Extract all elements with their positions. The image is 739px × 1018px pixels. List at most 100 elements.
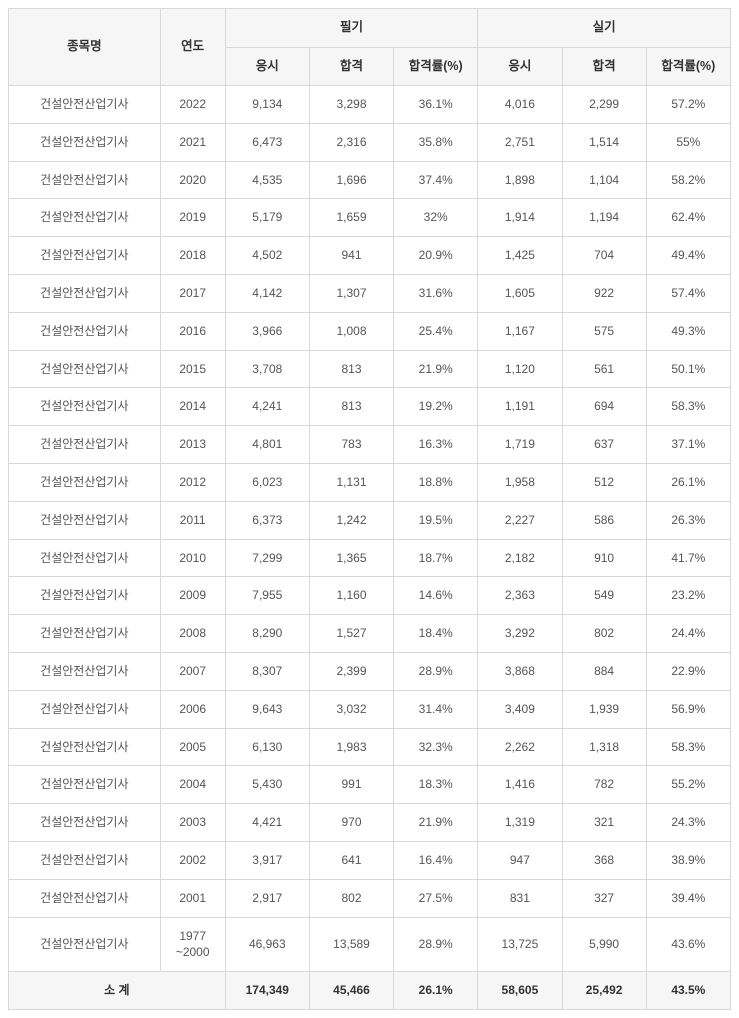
cell-practical-pass: 802 xyxy=(562,615,646,653)
cell-written-rate: 35.8% xyxy=(394,123,478,161)
cell-practical-rate: 58.2% xyxy=(646,161,730,199)
cell-practical-rate: 37.1% xyxy=(646,426,730,464)
cell-written-pass: 1,008 xyxy=(309,312,393,350)
cell-year: 2015 xyxy=(160,350,225,388)
cell-written-applicants: 8,290 xyxy=(225,615,309,653)
cell-year: 2005 xyxy=(160,728,225,766)
cell-practical-rate: 55% xyxy=(646,123,730,161)
cell-practical-pass: 782 xyxy=(562,766,646,804)
cell-practical-rate: 58.3% xyxy=(646,388,730,426)
cell-practical-applicants: 1,898 xyxy=(478,161,562,199)
cell-practical-rate: 38.9% xyxy=(646,841,730,879)
cell-practical-pass: 704 xyxy=(562,237,646,275)
cell-name: 건설안전산업기사 xyxy=(9,312,161,350)
cell-written-applicants: 9,134 xyxy=(225,86,309,124)
cell-name: 건설안전산업기사 xyxy=(9,350,161,388)
cell-practical-applicants: 1,719 xyxy=(478,426,562,464)
stats-table: 종목명 연도 필기 실기 응시 합격 합격률(%) 응시 합격 합격률(%) 건… xyxy=(8,8,731,1010)
table-row: 건설안전산업기사20088,2901,52718.4%3,29280224.4% xyxy=(9,615,731,653)
cell-name: 건설안전산업기사 xyxy=(9,728,161,766)
cell-practical-pass: 1,194 xyxy=(562,199,646,237)
cell-practical-pass: 637 xyxy=(562,426,646,464)
cell-written-applicants: 9,643 xyxy=(225,690,309,728)
table-row: 건설안전산업기사20184,50294120.9%1,42570449.4% xyxy=(9,237,731,275)
table-row: 건설안전산업기사20134,80178316.3%1,71963737.1% xyxy=(9,426,731,464)
cell-year: 2010 xyxy=(160,539,225,577)
cell-name: 건설안전산업기사 xyxy=(9,388,161,426)
table-total-row: 소 계174,34945,46626.1%58,60525,49243.5% xyxy=(9,972,731,1010)
cell-written-rate: 32.3% xyxy=(394,728,478,766)
cell-practical-applicants: 2,262 xyxy=(478,728,562,766)
table-row: 건설안전산업기사20174,1421,30731.6%1,60592257.4% xyxy=(9,274,731,312)
cell-practical-rate: 56.9% xyxy=(646,690,730,728)
cell-written-rate: 18.8% xyxy=(394,463,478,501)
cell-practical-applicants: 1,605 xyxy=(478,274,562,312)
table-row: 건설안전산업기사20216,4732,31635.8%2,7511,51455% xyxy=(9,123,731,161)
table-body: 건설안전산업기사20229,1343,29836.1%4,0162,29957.… xyxy=(9,86,731,1010)
cell-name: 건설안전산업기사 xyxy=(9,917,161,972)
cell-practical-rate: 26.1% xyxy=(646,463,730,501)
cell-written-rate: 36.1% xyxy=(394,86,478,124)
cell-practical-applicants: 1,319 xyxy=(478,804,562,842)
cell-written-applicants: 4,535 xyxy=(225,161,309,199)
cell-year: 2009 xyxy=(160,577,225,615)
cell-name: 건설안전산업기사 xyxy=(9,426,161,464)
cell-name: 건설안전산업기사 xyxy=(9,501,161,539)
cell-year: 2022 xyxy=(160,86,225,124)
cell-year: 2020 xyxy=(160,161,225,199)
table-row: 건설안전산업기사20163,9661,00825.4%1,16757549.3% xyxy=(9,312,731,350)
cell-practical-pass: 1,104 xyxy=(562,161,646,199)
cell-written-pass: 783 xyxy=(309,426,393,464)
cell-practical-applicants: 13,725 xyxy=(478,917,562,972)
cell-written-applicants: 46,963 xyxy=(225,917,309,972)
cell-practical-pass: 549 xyxy=(562,577,646,615)
header-written-rate: 합격률(%) xyxy=(394,47,478,86)
cell-practical-rate: 39.4% xyxy=(646,879,730,917)
cell-name: 건설안전산업기사 xyxy=(9,690,161,728)
header-year: 연도 xyxy=(160,9,225,86)
cell-year: 2002 xyxy=(160,841,225,879)
cell-practical-rate: 23.2% xyxy=(646,577,730,615)
cell-written-applicants: 4,142 xyxy=(225,274,309,312)
cell-practical-rate: 57.2% xyxy=(646,86,730,124)
cell-written-applicants: 5,430 xyxy=(225,766,309,804)
cell-written-applicants: 6,473 xyxy=(225,123,309,161)
cell-practical-pass: 2,299 xyxy=(562,86,646,124)
cell-practical-applicants: 1,914 xyxy=(478,199,562,237)
table-row: 건설안전산업기사20097,9551,16014.6%2,36354923.2% xyxy=(9,577,731,615)
header-practical-group: 실기 xyxy=(478,9,731,48)
cell-practical-rate: 49.3% xyxy=(646,312,730,350)
cell-name: 건설안전산업기사 xyxy=(9,615,161,653)
cell-practical-rate: 24.4% xyxy=(646,615,730,653)
table-row: 건설안전산업기사20153,70881321.9%1,12056150.1% xyxy=(9,350,731,388)
cell-practical-applicants: 3,409 xyxy=(478,690,562,728)
cell-practical-rate: 57.4% xyxy=(646,274,730,312)
cell-written-pass: 3,298 xyxy=(309,86,393,124)
header-practical-rate: 합격률(%) xyxy=(646,47,730,86)
header-practical-pass: 합격 xyxy=(562,47,646,86)
table-row: 건설안전산업기사20204,5351,69637.4%1,8981,10458.… xyxy=(9,161,731,199)
cell-year: 2007 xyxy=(160,652,225,690)
cell-year: 2001 xyxy=(160,879,225,917)
cell-name: 건설안전산업기사 xyxy=(9,123,161,161)
table-row: 건설안전산업기사20023,91764116.4%94736838.9% xyxy=(9,841,731,879)
cell-practical-applicants: 1,120 xyxy=(478,350,562,388)
cell-practical-applicants: 831 xyxy=(478,879,562,917)
cell-practical-pass: 884 xyxy=(562,652,646,690)
cell-written-rate: 18.4% xyxy=(394,615,478,653)
table-header: 종목명 연도 필기 실기 응시 합격 합격률(%) 응시 합격 합격률(%) xyxy=(9,9,731,86)
cell-practical-pass: 575 xyxy=(562,312,646,350)
cell-written-rate: 31.4% xyxy=(394,690,478,728)
cell-written-rate: 32% xyxy=(394,199,478,237)
cell-practical-applicants: 3,292 xyxy=(478,615,562,653)
cell-written-rate: 18.3% xyxy=(394,766,478,804)
header-written-group: 필기 xyxy=(225,9,478,48)
cell-written-pass: 2,316 xyxy=(309,123,393,161)
cell-written-applicants: 3,917 xyxy=(225,841,309,879)
cell-year: 2018 xyxy=(160,237,225,275)
table-row: 건설안전산업기사20126,0231,13118.8%1,95851226.1% xyxy=(9,463,731,501)
cell-practical-pass: 512 xyxy=(562,463,646,501)
cell-practical-rate: 55.2% xyxy=(646,766,730,804)
cell-year: 2008 xyxy=(160,615,225,653)
cell-practical-pass: 586 xyxy=(562,501,646,539)
